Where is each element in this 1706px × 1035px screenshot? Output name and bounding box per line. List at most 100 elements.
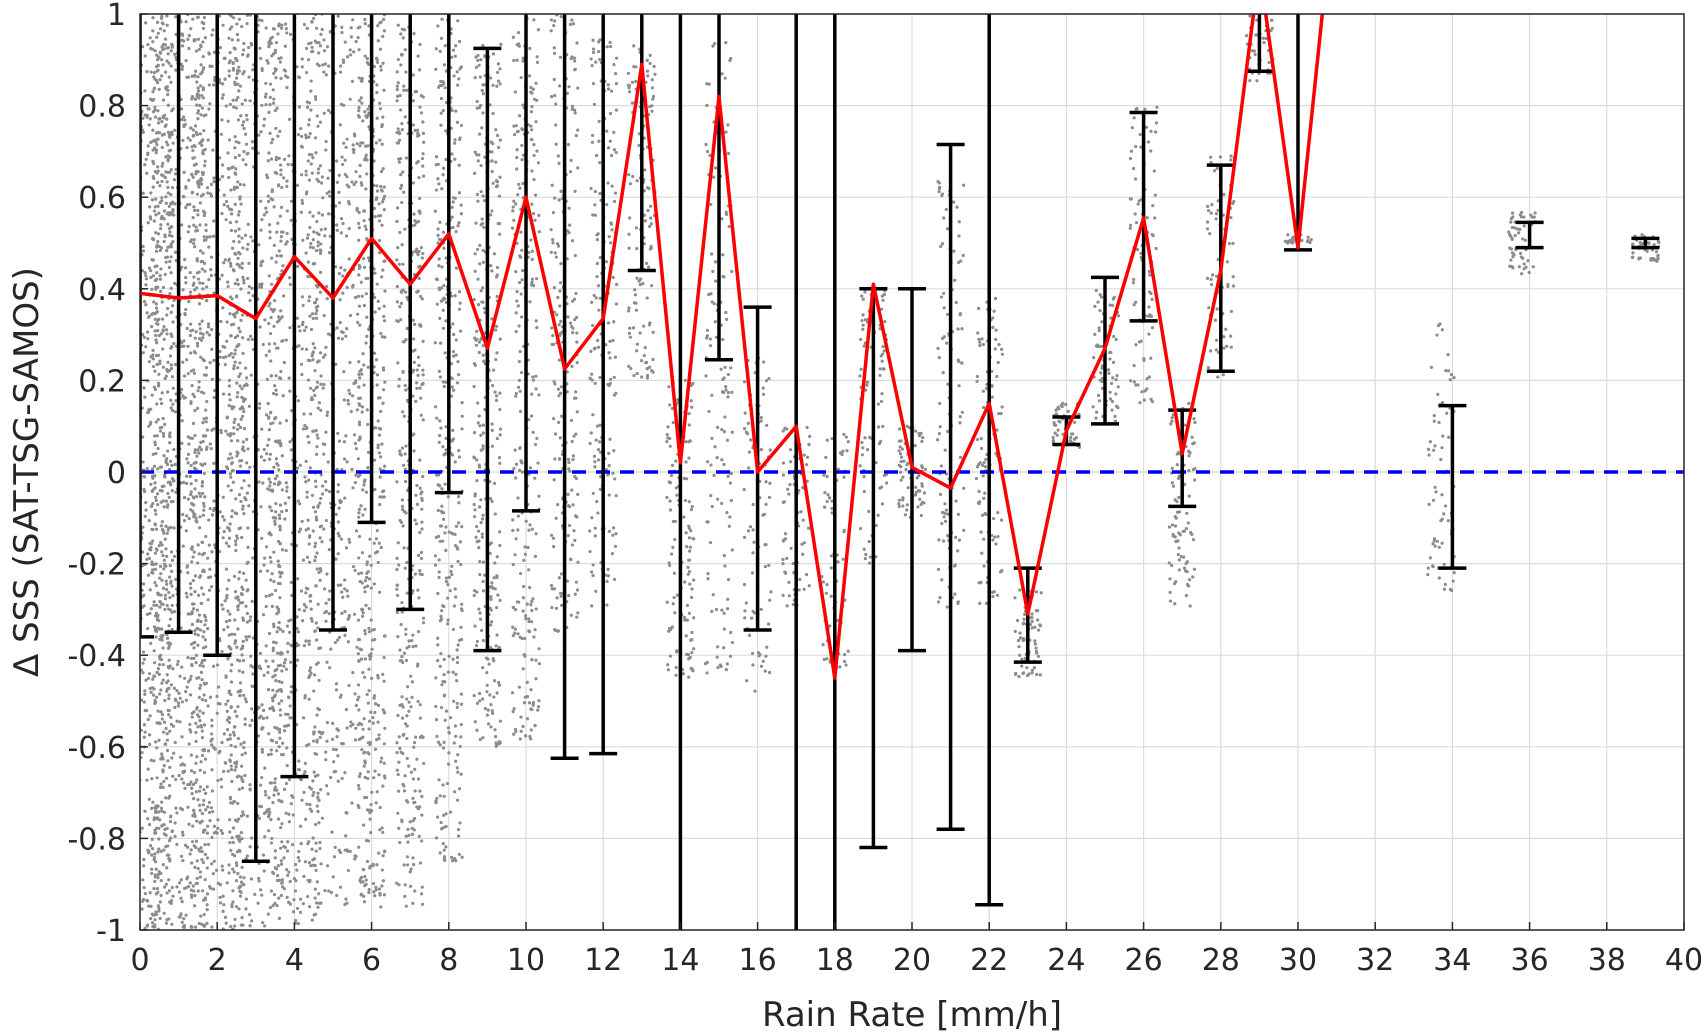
scatter-point <box>189 401 193 405</box>
scatter-point <box>190 895 194 899</box>
scatter-point <box>124 158 127 161</box>
scatter-point <box>261 481 265 485</box>
scatter-point <box>204 791 208 795</box>
scatter-point <box>153 875 157 879</box>
scatter-point <box>163 537 167 541</box>
scatter-point <box>314 868 318 872</box>
scatter-point <box>174 699 178 703</box>
scatter-point <box>186 497 190 501</box>
scatter-point <box>199 84 203 88</box>
scatter-point <box>226 699 230 703</box>
scatter-point <box>268 905 272 910</box>
scatter-point <box>318 536 322 540</box>
scatter-point <box>169 49 173 53</box>
scatter-point <box>313 510 318 514</box>
scatter-point <box>274 40 278 45</box>
scatter-point <box>206 749 211 753</box>
scatter-point <box>272 71 276 76</box>
scatter-point <box>218 883 223 887</box>
scatter-point <box>350 79 355 84</box>
scatter-point <box>165 603 169 608</box>
scatter-point <box>395 583 399 587</box>
scatter-point <box>232 799 237 804</box>
scatter-point <box>164 524 168 528</box>
scatter-point <box>133 778 136 781</box>
scatter-point <box>265 210 269 214</box>
scatter-point <box>237 17 241 21</box>
scatter-point <box>154 860 158 864</box>
scatter-point <box>170 885 174 890</box>
scatter-point <box>325 572 329 576</box>
scatter-point <box>142 864 146 868</box>
scatter-point <box>199 448 204 452</box>
scatter-point <box>402 190 406 194</box>
scatter-point <box>192 275 196 279</box>
scatter-point <box>267 457 272 461</box>
scatter-point <box>233 768 237 772</box>
scatter-point <box>163 124 167 129</box>
scatter-point <box>169 836 173 840</box>
scatter-point <box>279 239 283 243</box>
scatter-point <box>305 802 309 806</box>
scatter-point <box>376 445 380 450</box>
scatter-point <box>308 225 312 230</box>
scatter-point <box>380 142 384 146</box>
scatter-point <box>365 859 370 864</box>
scatter-point <box>168 441 172 445</box>
scatter-point <box>202 551 206 555</box>
scatter-point <box>158 900 162 904</box>
scatter-point <box>235 344 239 349</box>
scatter-point <box>170 558 175 562</box>
scatter-point <box>208 442 212 446</box>
scatter-point <box>237 210 241 214</box>
scatter-point <box>307 295 312 299</box>
scatter-point <box>271 421 275 425</box>
scatter-point <box>146 151 150 155</box>
scatter-point <box>273 673 277 677</box>
scatter-point <box>378 107 383 111</box>
scatter-point <box>127 229 130 232</box>
scatter-point <box>242 479 246 483</box>
scatter-point <box>396 319 400 324</box>
scatter-point <box>318 290 323 294</box>
scatter-point <box>395 219 399 224</box>
scatter-point <box>128 322 131 325</box>
scatter-point <box>343 158 347 162</box>
scatter-point <box>145 708 149 713</box>
scatter-point <box>154 333 158 338</box>
scatter-point <box>237 69 242 73</box>
scatter-point <box>287 778 292 782</box>
scatter-point <box>120 231 123 234</box>
scatter-point <box>154 584 158 588</box>
scatter-point <box>146 144 150 148</box>
scatter-point <box>230 461 234 465</box>
scatter-point <box>278 713 283 717</box>
scatter-point <box>233 818 238 822</box>
scatter-point <box>189 492 193 497</box>
scatter-point <box>212 50 217 54</box>
scatter-point <box>352 182 356 187</box>
scatter-point <box>226 737 230 742</box>
scatter-point <box>324 619 328 623</box>
scatter-point <box>357 360 361 364</box>
scatter-point <box>316 905 320 909</box>
scatter-point <box>237 669 241 673</box>
scatter-point <box>241 351 245 355</box>
scatter-point <box>229 475 233 479</box>
scatter-point <box>296 399 300 403</box>
scatter-point <box>186 680 191 684</box>
scatter-point <box>318 840 322 845</box>
scatter-point <box>377 851 381 855</box>
scatter-point <box>135 887 138 890</box>
scatter-point <box>182 339 186 343</box>
scatter-point <box>162 558 166 562</box>
scatter-point <box>436 591 440 596</box>
scatter-point <box>379 331 383 336</box>
scatter-point <box>325 864 330 868</box>
scatter-point <box>229 14 233 18</box>
scatter-point <box>289 685 294 689</box>
scatter-point <box>258 285 262 289</box>
scatter-point <box>264 206 268 210</box>
scatter-point <box>268 37 273 41</box>
scatter-point <box>263 789 268 794</box>
